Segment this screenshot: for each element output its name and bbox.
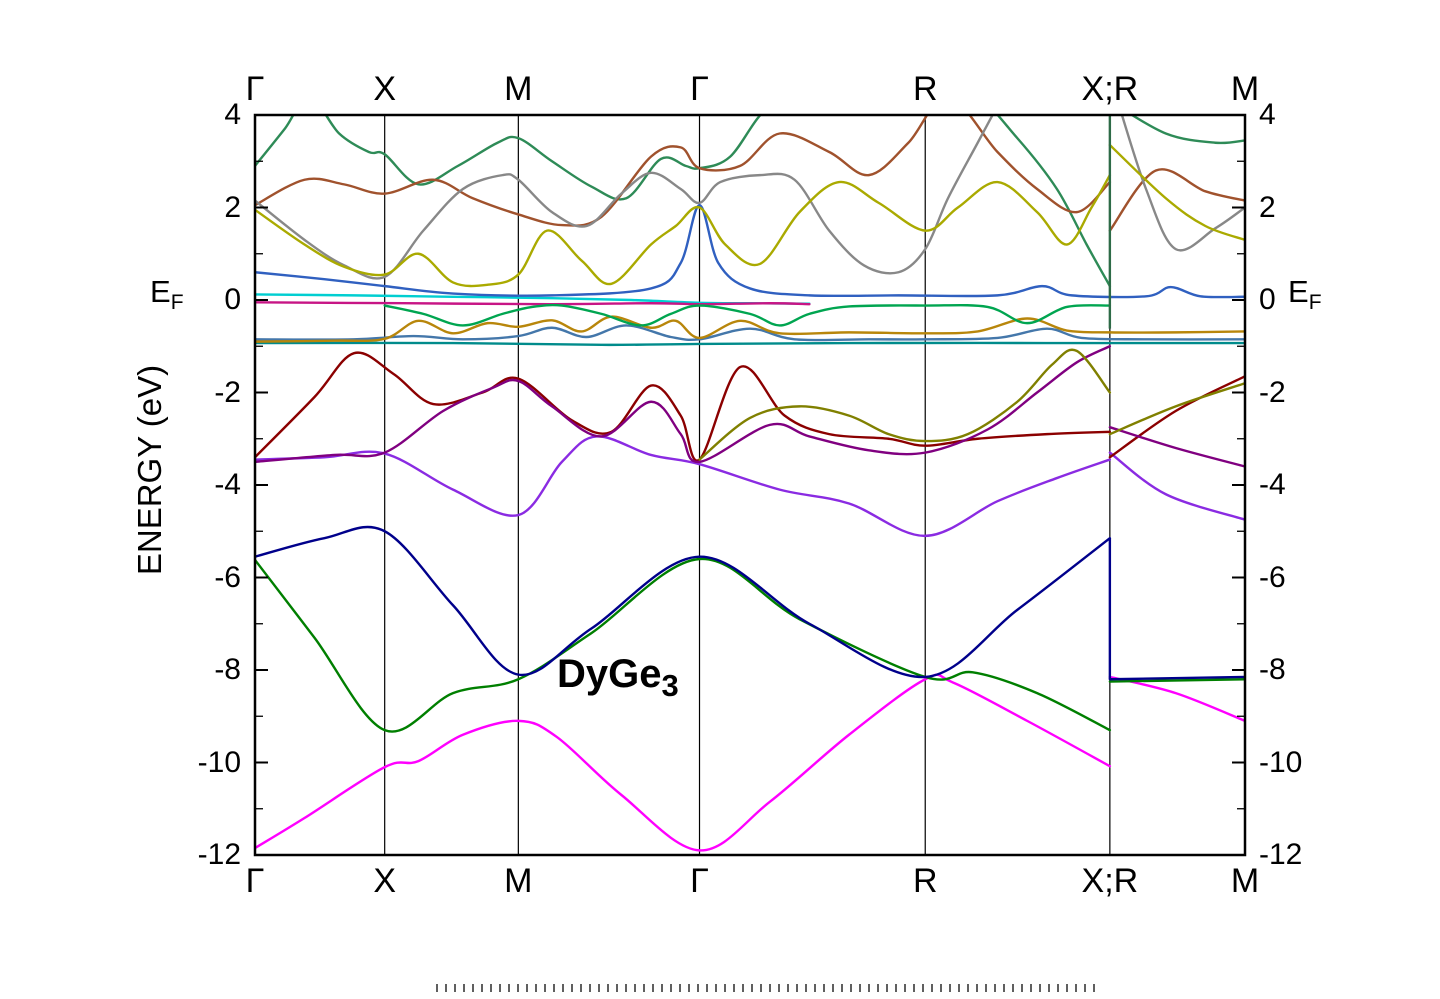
k-label-top-1: X bbox=[373, 70, 397, 108]
band-blue-flat bbox=[255, 203, 1245, 299]
y-tick-label-left-7: -10 bbox=[197, 745, 241, 779]
material-annotation-text: DyGe bbox=[557, 652, 662, 696]
band-olive-band-2 bbox=[1108, 382, 1245, 436]
band-maroon-band bbox=[255, 351, 1112, 462]
band-green-low-2 bbox=[1108, 678, 1245, 683]
k-label-bottom-1: X bbox=[373, 862, 397, 900]
band-violet-band-2 bbox=[1108, 451, 1245, 521]
fermi-label-sub: F bbox=[170, 291, 184, 315]
band-navy-low-2 bbox=[1108, 675, 1245, 681]
band-sienna-top bbox=[255, 115, 1112, 227]
k-label-top-3: Γ bbox=[690, 70, 709, 108]
y-tick-label-right-7: -10 bbox=[1259, 745, 1303, 779]
band-sienna-top-2 bbox=[1108, 168, 1245, 232]
y-tick-label-right-4: -4 bbox=[1259, 468, 1286, 501]
y-tick-label-right-8: -12 bbox=[1259, 838, 1303, 871]
band-purple-band bbox=[255, 345, 1112, 464]
k-label-bottom-6: M bbox=[1230, 862, 1260, 900]
y-axis-title: ENERGY (eV) bbox=[131, 365, 169, 575]
y-tick-label-left-3: -2 bbox=[214, 375, 241, 409]
band-steel-wiggle bbox=[255, 324, 1245, 342]
fermi-label-main: E bbox=[150, 274, 171, 309]
y-tick-label-left-1: 2 bbox=[224, 190, 241, 224]
band-teal-flat bbox=[255, 341, 1245, 347]
k-label-top-6: M bbox=[1230, 70, 1260, 108]
k-label-top-0: Γ bbox=[245, 70, 265, 108]
band-magenta-low-2 bbox=[1108, 675, 1245, 723]
y-tick-label-right-1: 2 bbox=[1259, 190, 1276, 224]
material-annotation-sub: 3 bbox=[661, 668, 679, 703]
band-purple-band-2 bbox=[1108, 425, 1245, 468]
band-pink-flat bbox=[255, 301, 811, 306]
band-magenta-low bbox=[255, 673, 1112, 852]
y-tick-label-right-6: -8 bbox=[1259, 653, 1286, 686]
k-label-bottom-4: R bbox=[912, 862, 938, 900]
band-gray-top-2 bbox=[1120, 115, 1245, 252]
fermi-level-label-right: EF bbox=[1288, 274, 1322, 315]
y-tick-label-left-4: -4 bbox=[214, 468, 241, 501]
k-label-bottom-0: Γ bbox=[245, 862, 265, 900]
band-maroon-band-2 bbox=[1108, 375, 1245, 459]
band-lines bbox=[255, 115, 1245, 852]
y-tick-label-right-0: 4 bbox=[1259, 98, 1276, 131]
band-goldenrod-wiggle bbox=[255, 315, 1245, 343]
band-violet-band bbox=[255, 435, 1112, 538]
y-tick-label-left-6: -8 bbox=[214, 653, 241, 686]
k-label-bottom-5: X;R bbox=[1081, 862, 1139, 900]
y-tick-label-left-2: 0 bbox=[224, 283, 241, 316]
band-olive-band bbox=[698, 348, 1112, 461]
band-green-low bbox=[255, 557, 1112, 733]
plot-frame bbox=[253, 113, 1247, 857]
band-yellowgreen-top bbox=[255, 173, 1112, 288]
fermi-label-sub: F bbox=[1308, 291, 1322, 315]
k-label-top-5: X;R bbox=[1081, 70, 1139, 108]
y-tick-label-right-2: 0 bbox=[1259, 283, 1276, 316]
fermi-level-label-left: EF bbox=[150, 274, 184, 315]
band-seagreen-top bbox=[255, 115, 1112, 288]
k-label-top-4: R bbox=[912, 70, 938, 108]
fermi-label-main: E bbox=[1288, 274, 1309, 309]
y-tick-label-left-0: 4 bbox=[224, 98, 241, 131]
y-tick-label-right-3: -2 bbox=[1259, 375, 1286, 409]
y-tick-label-left-5: -6 bbox=[214, 560, 241, 594]
material-annotation: DyGe3 bbox=[557, 652, 679, 704]
band-yellowgreen-top-2 bbox=[1108, 143, 1245, 242]
y-tick-label-right-5: -6 bbox=[1259, 560, 1286, 594]
y-axis-title-text: ENERGY (eV) bbox=[131, 364, 168, 576]
band-springgreen-wiggle bbox=[383, 303, 1112, 327]
band-gray-top bbox=[255, 115, 994, 280]
k-label-top-2: M bbox=[504, 70, 533, 108]
y-tick-label-left-8: -12 bbox=[197, 838, 241, 871]
band-navy-low bbox=[255, 525, 1112, 679]
k-label-bottom-2: M bbox=[504, 862, 533, 900]
bottom-tick-strip bbox=[436, 984, 1100, 992]
k-label-bottom-3: Γ bbox=[690, 862, 709, 900]
